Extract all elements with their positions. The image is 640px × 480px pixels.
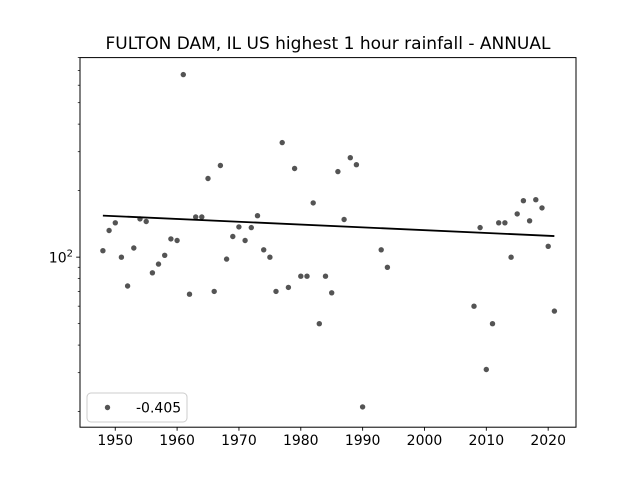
scatter-point <box>273 288 279 295</box>
x-tick-label: 2000 <box>407 433 443 449</box>
y-tick-exponent: 2 <box>67 249 73 260</box>
scatter-point <box>298 273 304 279</box>
plot-layer: 1950 1960 1970 1980 1990 2000 2010 2020 <box>76 57 566 449</box>
scatter-point <box>223 256 230 262</box>
scatter-point <box>230 233 236 240</box>
scatter-point <box>217 162 224 169</box>
scatter-point <box>186 291 193 297</box>
plot-border <box>79 57 577 428</box>
scatter-point <box>261 247 267 253</box>
scatter-point <box>168 236 174 242</box>
y-major-tick-label: 102 <box>49 249 73 267</box>
scatter-point <box>514 211 520 217</box>
y-tick-base: 10 <box>49 251 67 267</box>
scatter-point <box>180 71 186 78</box>
legend-box <box>86 392 188 423</box>
scatter-point <box>329 290 335 296</box>
scatter-point <box>335 168 341 175</box>
scatter-point <box>242 237 248 244</box>
scatter-point <box>520 198 527 204</box>
scatter-point <box>279 139 285 146</box>
scatter-point <box>106 227 112 234</box>
scatter-point <box>322 273 329 279</box>
scatter-point <box>149 270 156 276</box>
scatter-point <box>124 283 131 289</box>
scatter-point <box>502 220 508 226</box>
scatter-point <box>143 218 149 225</box>
scatter-point <box>100 248 106 254</box>
scatter-point <box>174 237 180 244</box>
x-tick-label: 2010 <box>469 433 505 449</box>
scatter-point <box>496 220 502 226</box>
x-tick-label: 2020 <box>530 433 566 449</box>
scatter-point <box>539 205 545 211</box>
scatter-point <box>118 254 125 260</box>
scatter-point <box>353 162 360 168</box>
scatter-point <box>533 197 539 203</box>
scatter-point <box>483 366 489 373</box>
scatter-point <box>211 288 217 295</box>
scatter-point <box>551 308 558 314</box>
legend: -0.405 <box>86 392 188 423</box>
scatter-point <box>155 261 162 267</box>
scatter-point <box>477 224 483 231</box>
scatter-point <box>248 224 254 231</box>
scatter-point <box>310 200 316 206</box>
scatter-point <box>199 214 205 220</box>
scatter-point <box>267 254 273 260</box>
scatter-point <box>378 247 384 253</box>
x-tick-label: 1950 <box>97 433 133 449</box>
scatter-point <box>254 213 261 219</box>
scatter-point <box>526 218 533 224</box>
scatter-point <box>384 264 391 270</box>
x-tick-label: 1990 <box>345 433 381 449</box>
legend-marker-dot <box>104 404 111 411</box>
legend-label: -0.405 <box>136 401 181 417</box>
x-tick-label: 1980 <box>283 433 319 449</box>
scatter-point <box>112 220 119 226</box>
scatter-point <box>508 254 514 260</box>
x-tick-label: 1960 <box>159 433 195 449</box>
chart-title: FULTON DAM, IL US highest 1 hour rainfal… <box>106 34 552 54</box>
scatter-point <box>131 245 137 251</box>
scatter-point <box>236 224 242 230</box>
scatter-point <box>316 321 322 327</box>
scatter-point <box>285 284 292 291</box>
scatter-point <box>205 175 211 182</box>
scatter-point <box>291 165 298 172</box>
scatter-point <box>359 404 366 410</box>
trend-line <box>102 214 555 237</box>
scatter-point <box>471 303 477 309</box>
scatter-point <box>545 243 551 249</box>
scatter-point <box>347 155 353 161</box>
scatter-point <box>489 321 496 327</box>
scatter-point <box>193 214 199 220</box>
scatter-point <box>304 273 310 279</box>
x-tick-label: 1970 <box>221 433 257 449</box>
scatter-point <box>162 252 168 258</box>
scatter-point <box>341 216 347 223</box>
